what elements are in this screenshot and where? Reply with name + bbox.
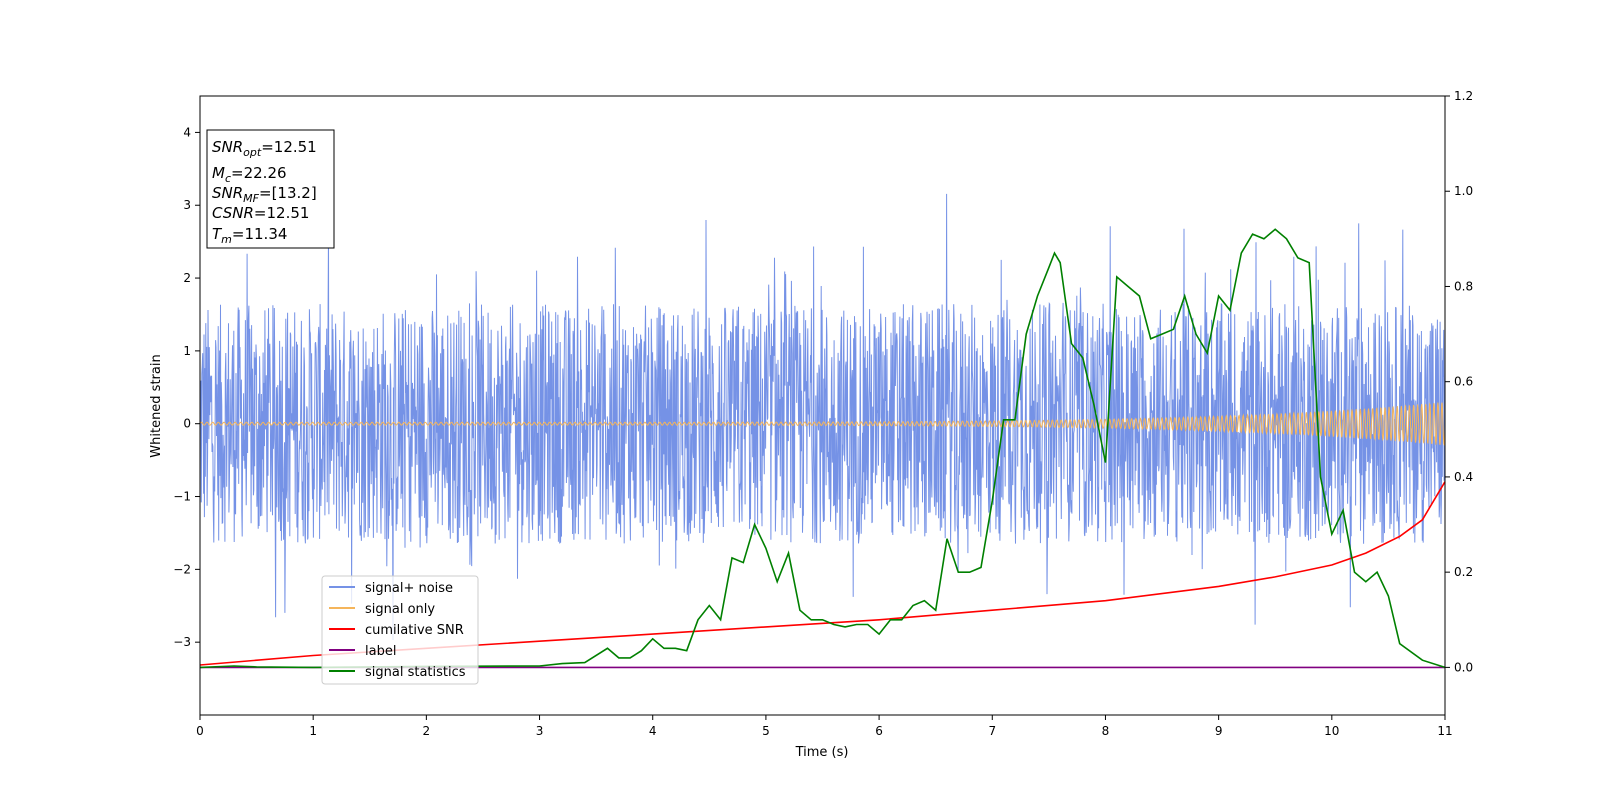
legend-label: signal only [365,602,435,617]
x-tick-label: 9 [1215,724,1223,738]
annotation-line: SNRMF=[13.2] [212,184,317,205]
x-tick-label: 4 [649,724,657,738]
y-tick-label: 1 [183,344,191,358]
x-tick-label: 6 [875,724,883,738]
y2-tick-label: 0.2 [1454,565,1473,579]
legend-label: label [365,644,396,659]
annotation-line: SNRopt=12.51 [212,138,317,159]
legend: signal+ noise signal only cumilative SNR la… [321,575,479,685]
y-tick-label: −3 [173,635,191,649]
series-signal-noise [199,193,1446,641]
series-signal-statistics [199,228,1446,669]
y2-tick-label: 0.8 [1454,279,1473,293]
y2-tick-label: 1.0 [1454,184,1473,198]
x-tick-label: 1 [309,724,317,738]
axes-frame [199,95,1446,716]
annotation-line: Mc=22.26 [212,164,287,185]
legend-label: signal+ noise [365,581,453,596]
annotation-frame [206,129,335,249]
y-axis-label: Whitened strain [149,354,164,457]
y2-tick-label: 0.6 [1454,375,1473,389]
y-tick-label: −1 [173,490,191,504]
y2-tick-label: 1.2 [1454,89,1473,103]
x-tick-label: 10 [1324,724,1339,738]
x-tick-label: 7 [988,724,996,738]
y2-tick-label: 0.0 [1454,660,1473,674]
legend-label: cumilative SNR [365,623,464,638]
y-tick-label: 2 [183,271,191,285]
x-axis-label: Time (s) [795,745,849,760]
annotation-box: SNRopt=12.51 Mc=22.26SNRMF=[13.2]CSNR=12.… [206,129,335,249]
annotation-line: CSNR=12.51 [212,204,309,222]
y-tick-label: 3 [183,198,191,212]
y-tick-label: −2 [173,562,191,576]
x-tick-label: 5 [762,724,770,738]
series-cumilative-snr [199,481,1446,666]
x-tick-label: 3 [536,724,544,738]
x-tick-label: 11 [1437,724,1452,738]
x-tick-label: 0 [196,724,204,738]
x-tick-label: 8 [1102,724,1110,738]
annotation-line: Tm=11.34 [212,225,287,246]
series-signal-only [199,402,1446,447]
legend-frame [321,575,479,685]
y-tick-label: 4 [183,125,191,139]
ticks-layer: 0 1 2 3 4 5 6 7 8 9 10 1143210−1−2−31.21.00.80.60.4… [173,89,1473,738]
legend-label: signal statistics [365,665,466,680]
x-tick-label: 2 [423,724,431,738]
y2-tick-label: 0.4 [1454,470,1473,484]
y-tick-label: 0 [183,417,191,431]
